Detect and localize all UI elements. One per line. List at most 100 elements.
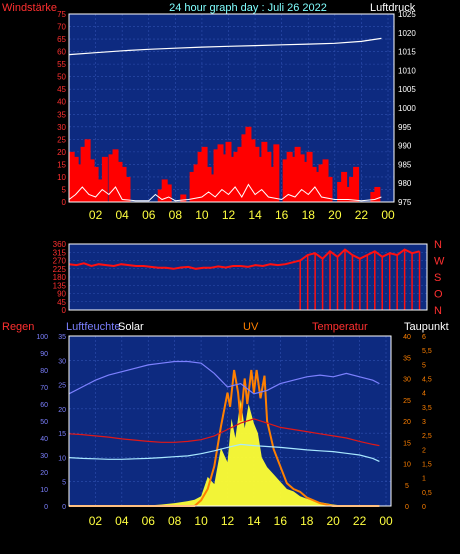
- regen-tick-label: 20: [40, 470, 48, 477]
- x-tick-label: 20: [328, 208, 342, 222]
- regen-tick-label: 40: [40, 436, 48, 443]
- x-tick-label: 14: [247, 514, 261, 528]
- left-tick-label: 35: [57, 110, 66, 119]
- left-axis-label: Windstärke: [2, 2, 57, 14]
- left-tick-label: 0: [62, 198, 67, 207]
- humidity-tick-label: 20: [58, 407, 66, 414]
- x-tick-label: 06: [142, 208, 156, 222]
- wind-bar: [257, 156, 264, 202]
- left-tick-label: 60: [57, 48, 66, 57]
- uv-tick-label: 3: [422, 419, 426, 426]
- wind-bar: [229, 156, 236, 202]
- uv-label: UV: [243, 321, 259, 333]
- wind-bar: [269, 166, 276, 202]
- temperature-tick-label: 20: [403, 419, 411, 426]
- left-tick-label: 45: [57, 85, 66, 94]
- humidity-tick-label: 10: [58, 455, 66, 462]
- wind-bar: [161, 179, 168, 202]
- compass-label: S: [434, 272, 441, 284]
- wind-bar: [116, 161, 123, 202]
- regen-tick-label: 80: [40, 368, 48, 375]
- x-tick-label: 02: [89, 208, 103, 222]
- uv-tick-label: 6: [422, 334, 426, 341]
- wind-bar: [265, 151, 272, 202]
- compass-label: N: [434, 305, 442, 317]
- x-tick-label: 00: [379, 514, 393, 528]
- right-tick-label: 1010: [398, 66, 416, 75]
- humidity-tick-label: 35: [58, 334, 66, 341]
- wind-bar: [374, 186, 381, 202]
- left-tick-label: 55: [57, 60, 66, 69]
- x-tick-label: 14: [248, 208, 262, 222]
- uv-tick-label: 4,5: [422, 377, 432, 384]
- wind-bar: [322, 159, 329, 202]
- uv-tick-label: 5,5: [422, 348, 432, 355]
- wind-bar: [108, 154, 115, 202]
- wind-bar: [353, 166, 360, 202]
- regen-label: Regen: [2, 321, 34, 333]
- temperature-tick-label: 30: [403, 377, 411, 384]
- left-tick-label: 70: [57, 23, 66, 32]
- uv-tick-label: 1,5: [422, 462, 432, 469]
- humidity-tick-label: 0: [62, 504, 66, 511]
- temperature-line: [68, 418, 380, 447]
- left-tick-label: 30: [57, 123, 66, 132]
- direction-tick-label: 45: [57, 298, 66, 307]
- climate-panel-frame: [68, 335, 392, 507]
- temperature-tick-label: 35: [403, 355, 411, 362]
- wind-bar: [237, 146, 244, 202]
- wind-bar: [72, 156, 79, 202]
- wind-bar: [233, 151, 240, 202]
- uv-tick-label: 0,5: [422, 490, 432, 497]
- left-tick-label: 20: [57, 148, 66, 157]
- temperature-label: Temperatur: [312, 321, 368, 333]
- direction-tick-label: 270: [53, 257, 67, 266]
- right-tick-label: 990: [398, 142, 412, 151]
- uv-tick-label: 0: [422, 504, 426, 511]
- wind-bar: [221, 154, 228, 202]
- x-tick-label: 04: [115, 514, 129, 528]
- humidity-tick-label: 15: [58, 431, 66, 438]
- uv-tick-label: 4: [422, 391, 426, 398]
- left-tick-label: 5: [62, 185, 67, 194]
- regen-tick-label: 30: [40, 453, 48, 460]
- direction-panel-frame: [68, 243, 428, 311]
- humidity-tick-label: 5: [62, 480, 66, 487]
- direction-tick-label: 180: [53, 273, 67, 282]
- compass-label: W: [434, 256, 445, 268]
- right-axis-label: Luftdruck: [370, 2, 416, 14]
- right-tick-label: 975: [398, 198, 412, 207]
- temperature-tick-label: 10: [403, 462, 411, 469]
- wind-bar: [80, 146, 87, 202]
- right-tick-label: 980: [398, 179, 412, 188]
- wind-bar: [205, 166, 212, 202]
- wind-bar: [345, 186, 352, 202]
- x-tick-label: 00: [381, 208, 395, 222]
- direction-tick-label: 0: [62, 306, 67, 315]
- wind-bar: [245, 126, 252, 202]
- wind-bar: [298, 154, 305, 202]
- wind-bar: [209, 174, 216, 202]
- wind-bar: [261, 141, 268, 202]
- compass-label: O: [434, 289, 443, 301]
- humidity-line: [68, 360, 380, 395]
- wind-bar: [189, 171, 196, 202]
- direction-tick-label: 360: [53, 240, 67, 249]
- wind-bar: [349, 176, 356, 202]
- direction-tick-label: 135: [53, 281, 67, 290]
- wind-bar: [314, 171, 321, 202]
- x-tick-label: 22: [353, 514, 367, 528]
- x-tick-label: 18: [302, 208, 316, 222]
- humidity-label: Luftfeuchte: [66, 321, 120, 333]
- right-tick-label: 995: [398, 123, 412, 132]
- wind-bar: [217, 144, 224, 202]
- left-tick-label: 50: [57, 73, 66, 82]
- temperature-tick-label: 15: [403, 440, 411, 447]
- left-tick-label: 10: [57, 173, 66, 182]
- uv-tick-label: 3,5: [422, 405, 432, 412]
- wind-bar: [201, 146, 208, 202]
- x-tick-label: 16: [274, 514, 288, 528]
- direction-tick-label: 315: [53, 248, 67, 257]
- temperature-tick-label: 0: [405, 504, 409, 511]
